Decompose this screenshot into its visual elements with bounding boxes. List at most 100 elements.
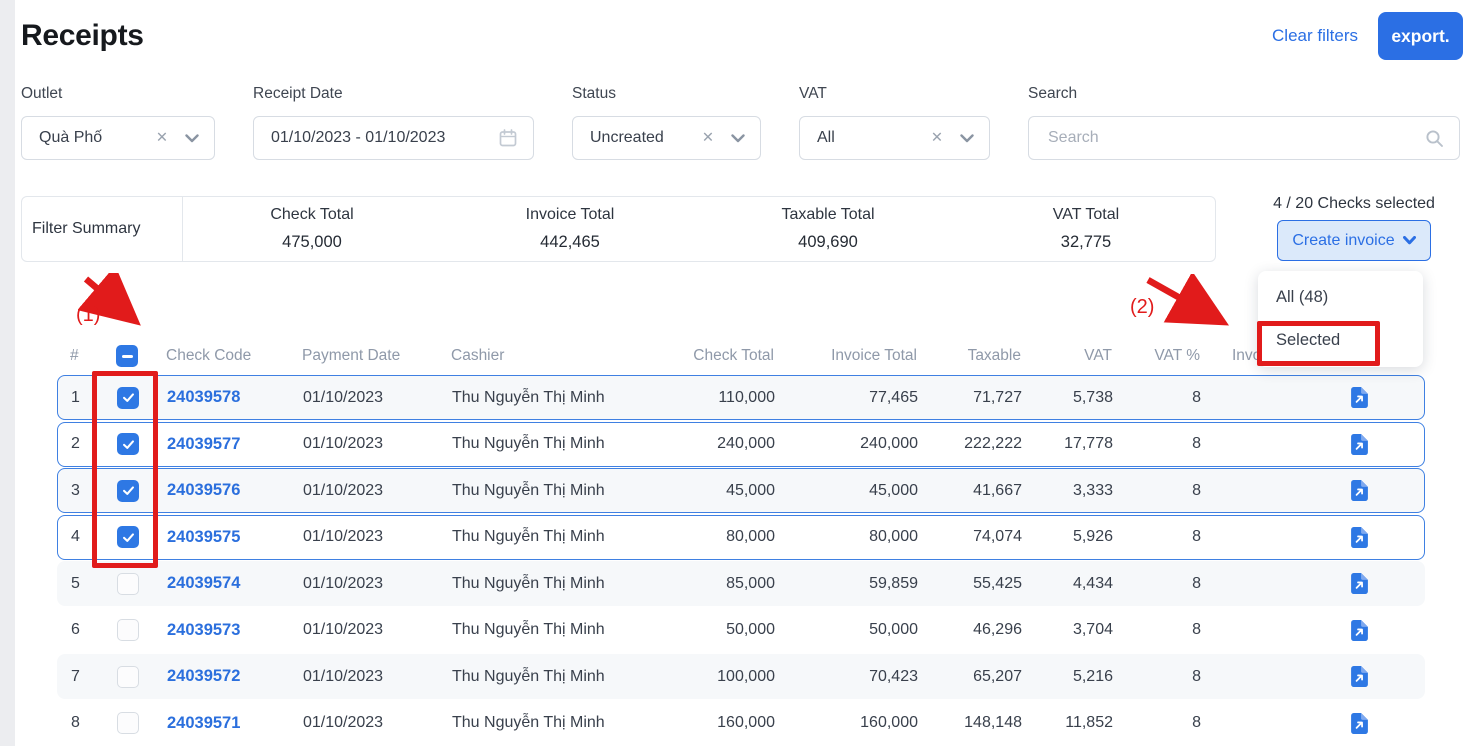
status-filter: Status Uncreated ✕ bbox=[572, 85, 761, 160]
payment-date: 01/10/2023 bbox=[303, 714, 384, 731]
check-code-link[interactable]: 24039574 bbox=[167, 574, 241, 592]
filter-summary-title: Filter Summary bbox=[22, 197, 183, 261]
invoice-file-icon[interactable] bbox=[1351, 433, 1368, 455]
receipt-date-filter: Receipt Date 01/10/2023 - 01/10/2023 bbox=[253, 85, 534, 160]
vat-value: All bbox=[817, 129, 835, 146]
cashier-name: Thu Nguyễn Thị Minh bbox=[452, 388, 605, 406]
header-actions: Clear filters export. bbox=[1272, 12, 1463, 60]
vat: 4,434 bbox=[1072, 574, 1113, 592]
table-row: 3 24039576 01/10/2023 Thu Nguyễn Thị Min… bbox=[57, 468, 1425, 513]
invoice-file-icon[interactable] bbox=[1351, 526, 1368, 548]
check-code-link[interactable]: 24039572 bbox=[167, 667, 241, 685]
stat-label: Check Total bbox=[270, 206, 354, 223]
taxable: 222,222 bbox=[964, 435, 1022, 452]
vat-percent: 8 bbox=[1192, 388, 1201, 406]
check-code-link[interactable]: 24039571 bbox=[167, 713, 241, 732]
menu-item-selected[interactable]: Selected bbox=[1276, 331, 1341, 349]
payment-date: 01/10/2023 bbox=[303, 388, 384, 406]
row-checkbox[interactable] bbox=[117, 433, 139, 455]
check-code-link[interactable]: 24039577 bbox=[167, 434, 241, 453]
receipt-date-input[interactable]: 01/10/2023 - 01/10/2023 bbox=[253, 116, 534, 160]
row-index: 2 bbox=[71, 435, 80, 452]
taxable: 148,148 bbox=[964, 714, 1022, 731]
check-total: 240,000 bbox=[717, 435, 775, 452]
row-checkbox[interactable] bbox=[117, 665, 139, 688]
create-invoice-chevron-icon bbox=[1402, 236, 1416, 245]
row-index: 3 bbox=[71, 481, 80, 499]
row-checkbox[interactable] bbox=[117, 712, 139, 734]
invoice-file-icon[interactable] bbox=[1351, 712, 1368, 734]
row-checkbox[interactable] bbox=[117, 619, 139, 641]
vat: 5,926 bbox=[1072, 528, 1113, 545]
invoice-file-icon[interactable] bbox=[1351, 480, 1368, 501]
clear-x-icon[interactable]: ✕ bbox=[155, 130, 168, 146]
check-icon bbox=[122, 532, 134, 542]
row-index: 8 bbox=[71, 714, 80, 731]
search-input[interactable] bbox=[1046, 128, 1425, 148]
invoice-file-icon[interactable] bbox=[1351, 573, 1368, 594]
vat: 11,852 bbox=[1065, 714, 1113, 731]
chevron-down-icon[interactable] bbox=[731, 133, 745, 143]
check-icon bbox=[122, 439, 134, 449]
row-checkbox[interactable] bbox=[117, 526, 139, 548]
check-total: 85,000 bbox=[726, 574, 775, 592]
check-code-link[interactable]: 24039576 bbox=[167, 481, 241, 499]
vat: 3,333 bbox=[1072, 481, 1113, 499]
invoice-file-icon[interactable] bbox=[1351, 619, 1368, 641]
cashier-name: Thu Nguyễn Thị Minh bbox=[452, 621, 605, 638]
clear-x-icon[interactable]: ✕ bbox=[701, 130, 714, 146]
invoice-total: 240,000 bbox=[860, 435, 918, 452]
table-row: 8 24039571 01/10/2023 Thu Nguyễn Thị Min… bbox=[57, 701, 1425, 746]
table-row: 5 24039574 01/10/2023 Thu Nguyễn Thị Min… bbox=[57, 561, 1425, 606]
stat-value: 442,465 bbox=[540, 233, 600, 251]
receipt-date-label: Receipt Date bbox=[253, 85, 343, 102]
clear-filters-link[interactable]: Clear filters bbox=[1272, 26, 1358, 45]
col-header-payment-date: Payment Date bbox=[302, 347, 401, 364]
cashier-name: Thu Nguyễn Thị Minh bbox=[452, 667, 605, 685]
invoice-file-icon[interactable] bbox=[1351, 387, 1368, 408]
check-code-link[interactable]: 24039578 bbox=[167, 388, 241, 406]
calendar-icon[interactable] bbox=[498, 128, 518, 148]
row-checkbox[interactable] bbox=[117, 572, 139, 595]
select-all-checkbox[interactable] bbox=[116, 345, 138, 367]
table-row: 1 24039578 01/10/2023 Thu Nguyễn Thị Min… bbox=[57, 375, 1425, 420]
create-invoice-menu: All (48) Selected bbox=[1258, 271, 1423, 367]
row-index: 7 bbox=[71, 667, 80, 685]
chevron-down-icon[interactable] bbox=[960, 133, 974, 143]
menu-item-all[interactable]: All (48) bbox=[1276, 288, 1329, 306]
filters-bar: Outlet Quà Phố ✕ Receipt Date 01/10/2023… bbox=[21, 85, 1460, 160]
row-index: 1 bbox=[71, 388, 80, 406]
col-header-index: # bbox=[70, 347, 79, 364]
check-code-link[interactable]: 24039573 bbox=[167, 620, 241, 639]
outlet-select[interactable]: Quà Phố ✕ bbox=[21, 116, 215, 160]
page-title: Receipts bbox=[21, 19, 144, 52]
table-row: 7 24039572 01/10/2023 Thu Nguyễn Thị Min… bbox=[57, 654, 1425, 699]
create-invoice-button[interactable]: Create invoice bbox=[1277, 220, 1431, 261]
check-total-stat: Check Total 475,000 bbox=[183, 197, 441, 261]
stat-label: VAT Total bbox=[1052, 206, 1120, 223]
chevron-down-icon[interactable] bbox=[185, 133, 199, 143]
left-edge-strip bbox=[0, 0, 15, 746]
table-header: # Check Code Payment Date Cashier Check … bbox=[57, 337, 1425, 375]
export-button[interactable]: export. bbox=[1378, 12, 1463, 60]
clear-x-icon[interactable]: ✕ bbox=[930, 130, 943, 146]
annotation-step-1: (1) bbox=[76, 304, 101, 326]
outlet-label: Outlet bbox=[21, 85, 63, 102]
payment-date: 01/10/2023 bbox=[303, 667, 384, 685]
row-index: 4 bbox=[71, 528, 80, 545]
invoice-total: 50,000 bbox=[869, 621, 918, 638]
row-checkbox[interactable] bbox=[117, 386, 139, 409]
col-header-vat: VAT bbox=[1084, 347, 1112, 364]
vat-select[interactable]: All ✕ bbox=[799, 116, 990, 160]
check-total: 100,000 bbox=[717, 667, 775, 685]
check-code-link[interactable]: 24039575 bbox=[167, 527, 241, 546]
row-checkbox[interactable] bbox=[117, 479, 139, 502]
status-select[interactable]: Uncreated ✕ bbox=[572, 116, 761, 160]
invoice-file-icon[interactable] bbox=[1351, 666, 1368, 687]
outlet-filter: Outlet Quà Phố ✕ bbox=[21, 85, 215, 160]
check-icon bbox=[122, 486, 134, 495]
status-value: Uncreated bbox=[590, 129, 664, 146]
receipts-table: # Check Code Payment Date Cashier Check … bbox=[57, 337, 1425, 746]
taxable: 65,207 bbox=[973, 667, 1022, 685]
vat-filter: VAT All ✕ bbox=[799, 85, 990, 160]
